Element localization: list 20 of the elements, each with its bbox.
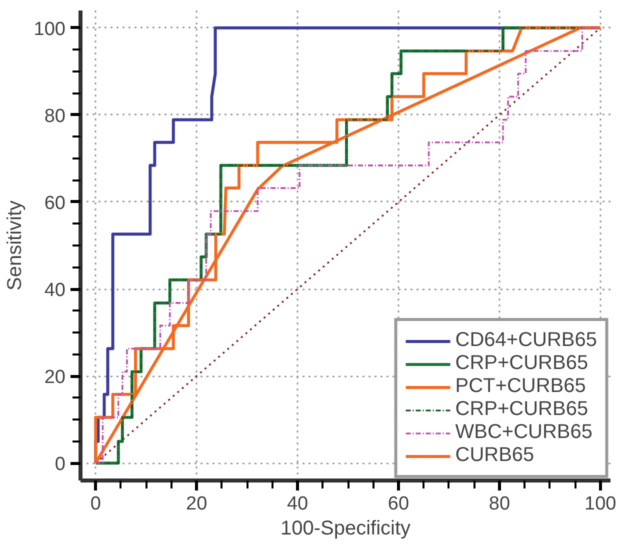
legend-label: CD64+CURB65 [455,329,597,352]
y-tick-label: 100 [34,18,66,40]
legend-label: CRP+CURB65 [455,398,588,421]
legend-label: CURB65 [455,444,534,467]
x-tick-label: 60 [388,494,410,514]
y-tick-label: 40 [44,280,66,302]
x-tick-label: 40 [286,494,308,514]
y-tick-label: 0 [54,454,66,476]
x-tick-label: 20 [186,494,208,514]
x-tick-label: 0 [90,494,101,514]
legend-label: WBC+CURB65 [455,421,593,444]
y-tick-label: 20 [44,367,66,388]
x-tick-label: 100 [584,494,616,514]
x-tick-label: 80 [488,494,510,514]
legend-label: CRP+CURB65 [455,352,588,375]
y-tick-label: 60 [44,192,66,214]
y-axis-title: Sensitivity [4,200,26,291]
x-axis-title: 100-Specificity [280,518,411,540]
legend-label: PCT+CURB65 [455,375,586,398]
y-tick-label: 80 [44,106,66,127]
